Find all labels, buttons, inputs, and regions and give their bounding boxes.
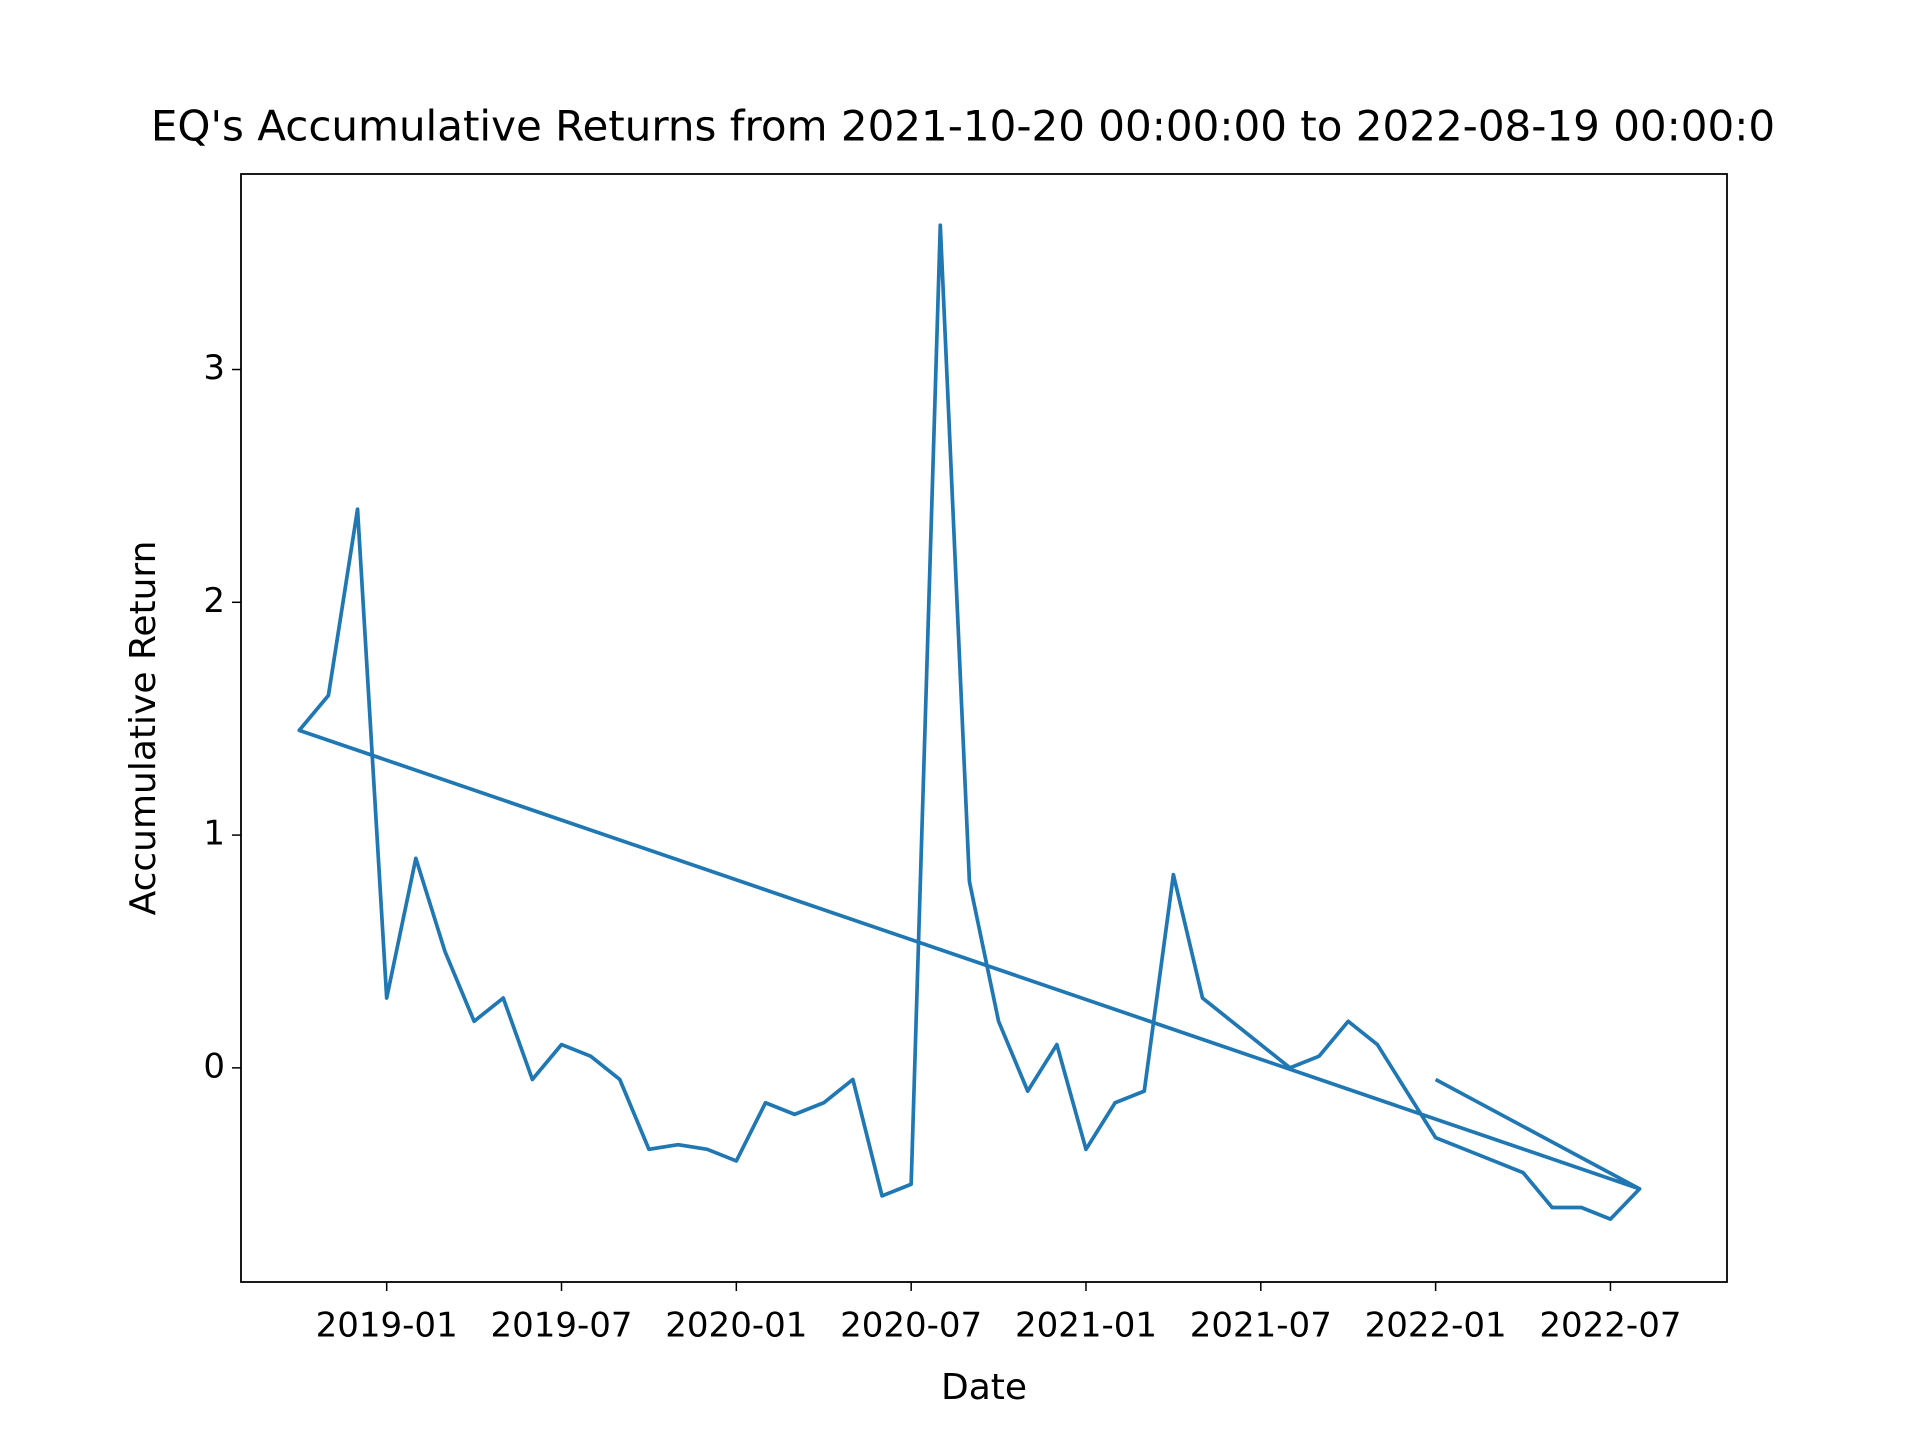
chart-title: EQ's Accumulative Returns from 2021-10-2… [151,102,1775,151]
x-axis-label: Date [941,1367,1027,1408]
y-axis-label: Accumulative Return [123,541,164,916]
y-tick-label: 2 [203,581,225,621]
y-tick-label: 1 [203,814,225,854]
x-tick-label: 2021-01 [1015,1306,1157,1346]
x-tick-label: 2019-07 [490,1306,632,1346]
plot-frame [240,173,1728,1283]
x-tick-label: 2020-07 [840,1306,982,1346]
y-tick-label: 3 [203,348,225,388]
x-tick-label: 2020-01 [665,1306,807,1346]
x-tick-label: 2022-01 [1365,1306,1507,1346]
x-tick-label: 2021-07 [1190,1306,1332,1346]
y-tick-label: 0 [203,1046,225,1086]
x-tick-label: 2019-01 [316,1306,458,1346]
line-series [297,223,1642,1221]
x-tick-label: 2022-07 [1539,1306,1681,1346]
